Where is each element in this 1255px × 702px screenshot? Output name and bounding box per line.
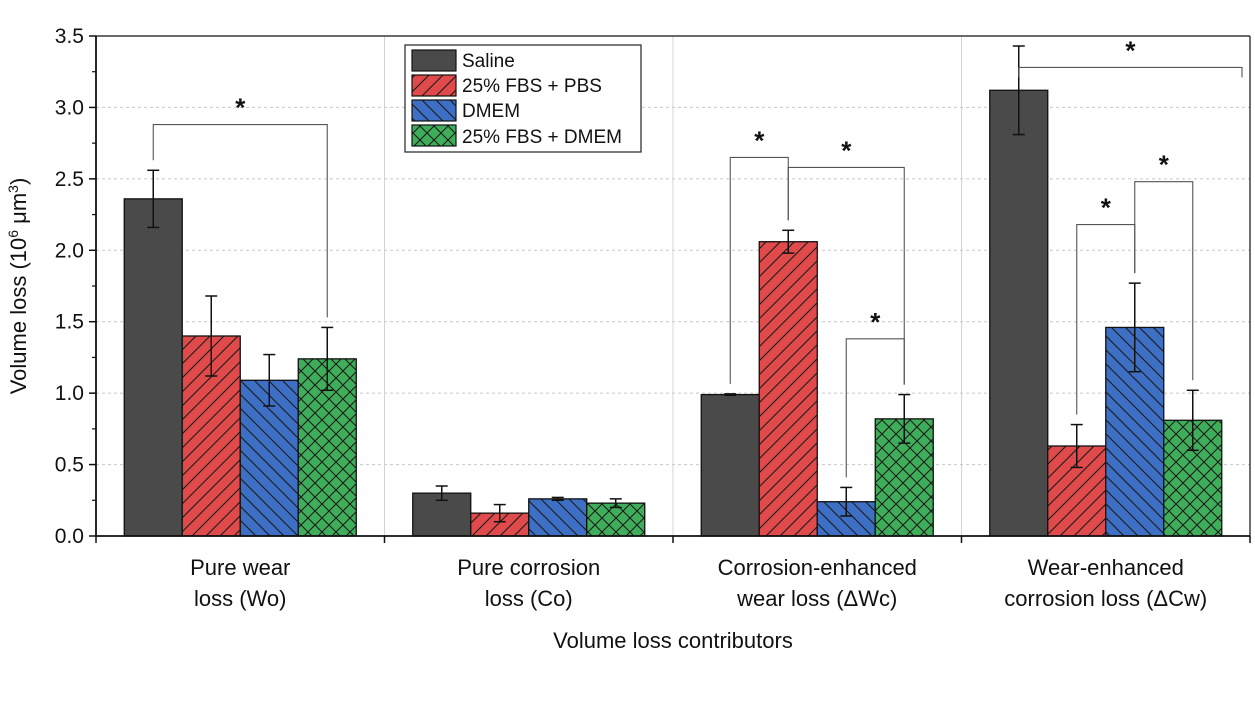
significance-layer: * * * * * * * bbox=[152, 35, 1243, 478]
x-category-label: Wear-enhanced bbox=[1028, 555, 1184, 580]
bar bbox=[123, 198, 183, 537]
legend-item-fbs-pbs: 25% FBS + PBS bbox=[411, 74, 602, 97]
significance-bracket bbox=[1134, 181, 1194, 381]
bar bbox=[700, 393, 760, 537]
x-axis-title: Volume loss contributors bbox=[553, 628, 793, 653]
y-axis-title-sup2: 3 bbox=[5, 185, 21, 193]
legend-label-dmem: DMEM bbox=[462, 101, 520, 122]
bars-layer bbox=[123, 45, 1223, 537]
bar bbox=[528, 498, 588, 537]
significance-bracket bbox=[152, 124, 328, 318]
significance-bracket bbox=[787, 166, 905, 385]
legend-label-saline: Saline bbox=[462, 51, 515, 72]
significance-label: * bbox=[1101, 193, 1112, 223]
y-tick-label: 1.0 bbox=[55, 382, 84, 405]
significance-label: * bbox=[870, 307, 881, 337]
y-tick-label: 3.0 bbox=[55, 96, 84, 119]
legend-swatch-fbs-dmem bbox=[411, 124, 457, 147]
significance-label: * bbox=[1159, 150, 1170, 180]
y-tick-label: 0.5 bbox=[55, 454, 84, 477]
legend-swatch-saline bbox=[411, 49, 457, 72]
legend-swatch-fbs-pbs bbox=[411, 74, 457, 97]
significance-label: * bbox=[754, 125, 765, 155]
x-category-label: loss (Co) bbox=[485, 586, 573, 611]
y-axis-title-part2: μm bbox=[6, 193, 31, 230]
significance-label: * bbox=[235, 93, 246, 123]
y-tick-label: 0.0 bbox=[55, 525, 84, 548]
y-axis-title-sup1: 6 bbox=[5, 230, 21, 238]
legend-item-dmem: DMEM bbox=[411, 99, 520, 122]
x-category-label: corrosion loss (ΔCw) bbox=[1004, 586, 1207, 611]
legend-label-fbs-dmem: 25% FBS + DMEM bbox=[462, 127, 622, 148]
legend-item-saline: Saline bbox=[411, 49, 515, 72]
y-tick-label: 2.0 bbox=[55, 239, 84, 262]
y-axis-title-part1: Volume loss (10 bbox=[6, 238, 31, 395]
bar bbox=[989, 89, 1049, 537]
x-category-label: Pure corrosion bbox=[457, 555, 600, 580]
legend-swatch-dmem bbox=[411, 99, 457, 122]
y-tick-label: 3.5 bbox=[55, 25, 84, 48]
significance-bracket bbox=[1018, 66, 1243, 78]
significance-label: * bbox=[1125, 35, 1136, 65]
x-category-label: Pure wear bbox=[190, 555, 290, 580]
y-axis-title: Volume loss (106 μm3) bbox=[5, 178, 31, 395]
y-tick-label: 2.5 bbox=[55, 168, 84, 191]
x-category-label: Corrosion-enhanced bbox=[718, 555, 917, 580]
legend-item-fbs-dmem: 25% FBS + DMEM bbox=[411, 124, 622, 148]
significance-bracket bbox=[845, 338, 905, 478]
x-category-label: wear loss (ΔWc) bbox=[736, 586, 897, 611]
legend: Saline 25% FBS + PBS DMEM 25% FBS + DMEM bbox=[404, 44, 642, 153]
legend-label-fbs-pbs: 25% FBS + PBS bbox=[462, 76, 602, 97]
y-axis-title-part3: ) bbox=[6, 178, 31, 185]
significance-label: * bbox=[841, 135, 852, 165]
bar bbox=[758, 241, 818, 537]
y-tick-label: 1.5 bbox=[55, 311, 84, 334]
axes-layer: 0.0 0.5 1.0 1.5 2.0 2.5 3.0 3.5 Pure wear loss (W… bbox=[55, 25, 1251, 611]
x-category-label: loss (Wo) bbox=[194, 586, 287, 611]
